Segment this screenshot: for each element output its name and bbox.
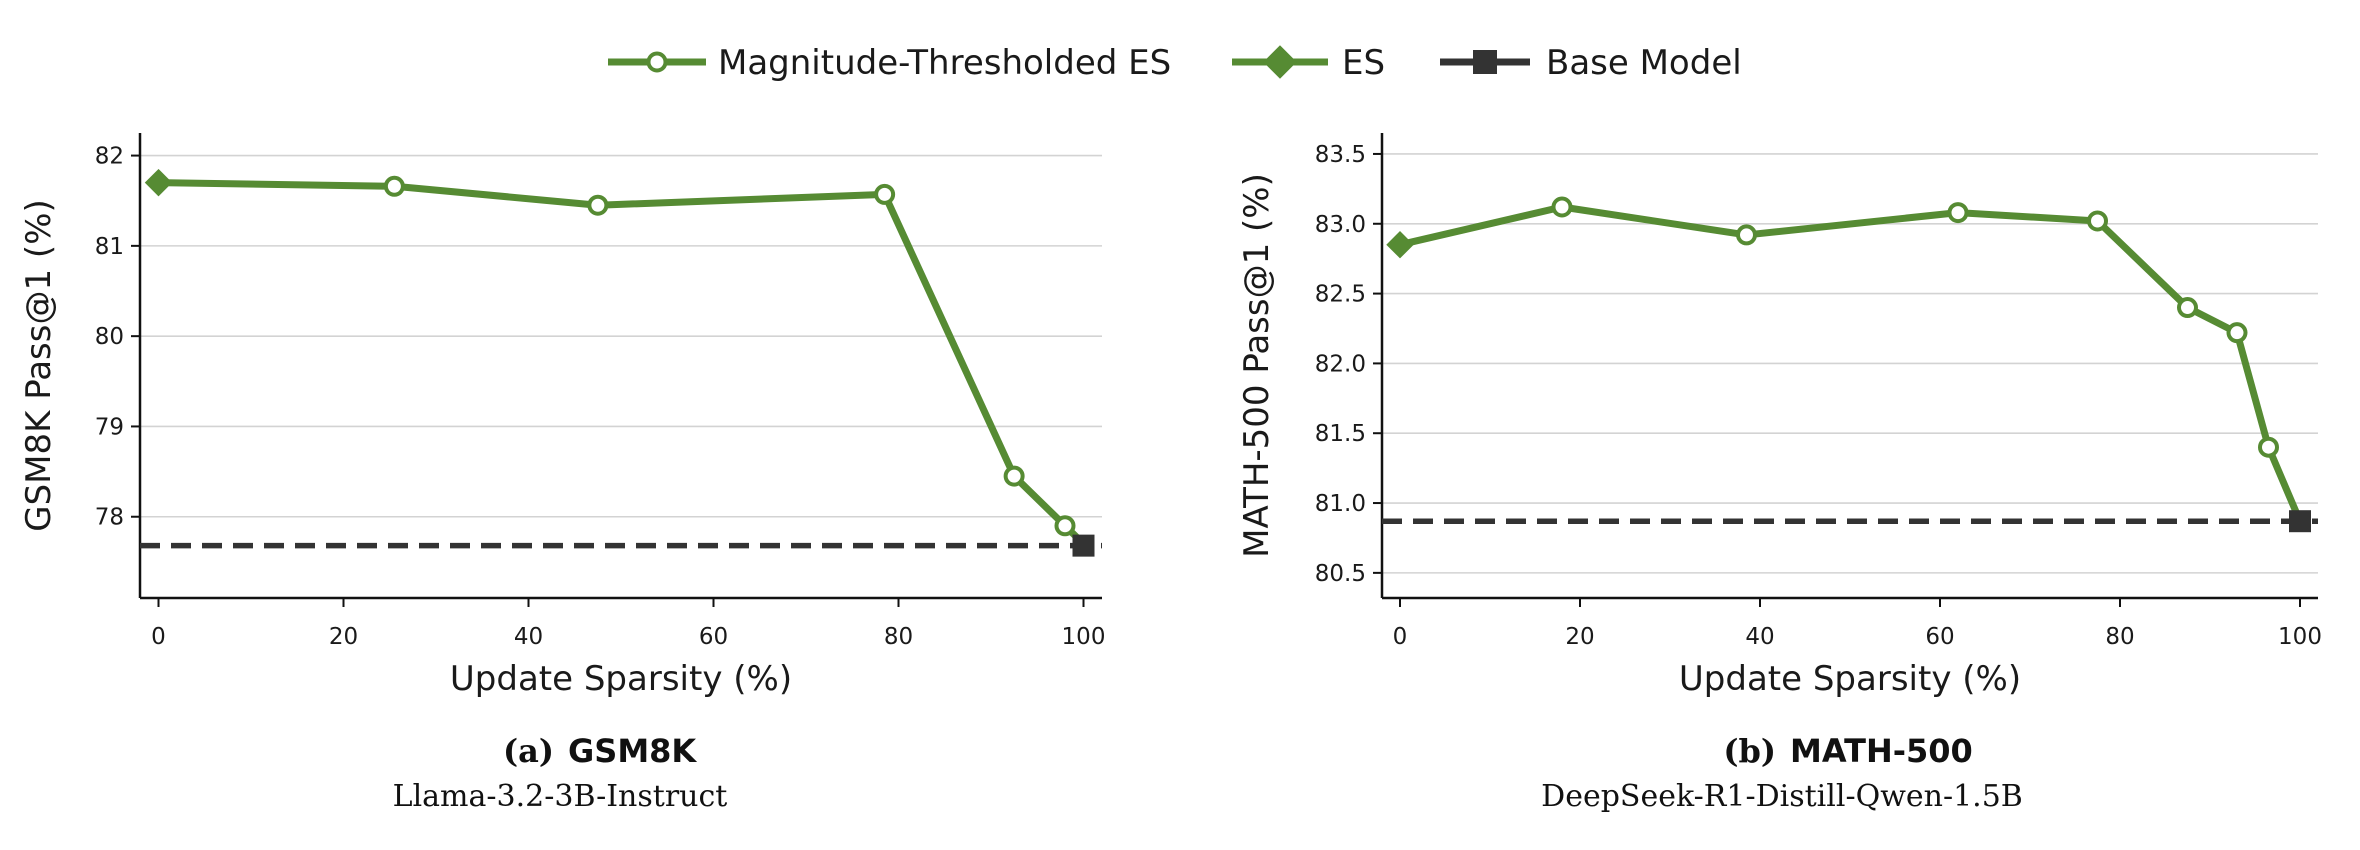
- x-tick-label: 20: [1565, 624, 1594, 650]
- chart-gsm8k: 78 79 80 81 82 0 20 40 60 80 100 Update Sparsity (%…: [19, 133, 1105, 814]
- mt-es-series-line: [158, 179, 1086, 547]
- x-axis-title: Update Sparsity (%): [450, 659, 792, 699]
- y-tick-label: 82.0: [1315, 351, 1366, 377]
- y-axis-title: MATH-500 Pass@1 (%): [1237, 173, 1277, 558]
- y-tick-label: 82.5: [1315, 282, 1366, 308]
- x-tick-label: 40: [514, 624, 543, 650]
- mt-es-point: [1003, 465, 1025, 487]
- y-tick-label: 81.5: [1315, 421, 1366, 447]
- caption-label: (a): [503, 732, 554, 770]
- y-tick-label: 83.5: [1315, 142, 1366, 168]
- mt-es-point: [2226, 322, 2248, 344]
- mt-es-point: [2258, 436, 2279, 458]
- mt-es-point: [1054, 515, 1076, 537]
- y-tick-label: 79: [95, 414, 124, 440]
- x-tick-label: 60: [699, 624, 728, 650]
- es-point: [1386, 231, 1414, 259]
- x-tick-label: 100: [2278, 624, 2322, 650]
- legend-label: ES: [1342, 43, 1385, 83]
- caption: (b) MATH-500 DeepSeek-R1-Distill-Qwen-1.5B: [1541, 732, 2023, 814]
- legend: Magnitude-Thresholded ES ES Base Model: [608, 43, 1742, 83]
- caption-title: GSM8K: [568, 732, 697, 770]
- y-tick-label: 78: [95, 505, 124, 531]
- y-tick-label: 81.0: [1315, 491, 1366, 517]
- caption-title: MATH-500: [1790, 732, 1973, 770]
- x-tick-label: 0: [1393, 624, 1408, 650]
- y-tick-label: 81: [95, 234, 124, 260]
- base-model-point: [2289, 510, 2311, 533]
- legend-item: ES: [1232, 43, 1385, 83]
- es-point: [144, 168, 173, 197]
- x-tick-label: 80: [2105, 624, 2134, 650]
- legend-item: Magnitude-Thresholded ES: [608, 43, 1171, 83]
- y-axis-title: GSM8K Pass@1 (%): [19, 199, 59, 532]
- x-tick-label: 60: [1925, 624, 1954, 650]
- mt-es-point: [1947, 202, 1969, 224]
- mt-es-point: [587, 194, 609, 216]
- x-tick-label: 40: [1745, 624, 1774, 650]
- caption-subtitle: DeepSeek-R1-Distill-Qwen-1.5B: [1541, 779, 2023, 814]
- open-circle-marker-icon: [646, 51, 668, 73]
- mt-es-point: [2177, 297, 2198, 319]
- caption: (a) GSM8K Llama-3.2-3B-Instruct: [393, 732, 728, 814]
- diamond-marker-icon: [1263, 45, 1297, 79]
- y-tick-label: 82: [95, 144, 124, 170]
- x-tick-label: 100: [1062, 624, 1106, 650]
- mt-es-point: [2087, 210, 2108, 232]
- y-tick-label: 80: [95, 324, 124, 350]
- x-axis-title: Update Sparsity (%): [1679, 659, 2021, 699]
- mt-es-point: [383, 175, 405, 197]
- base-model-point: [1072, 534, 1095, 557]
- legend-label: Base Model: [1546, 43, 1742, 83]
- x-tick-label: 0: [151, 624, 166, 650]
- chart-math500: 80.5 81.0 81.5 82.0 82.5 83.0 83.5 0 20 40 60 80 100…: [1237, 133, 2322, 814]
- mt-es-point: [1736, 224, 1757, 246]
- x-tick-label: 80: [884, 624, 913, 650]
- y-tick-label: 83.0: [1315, 212, 1366, 238]
- mt-es-point: [1551, 196, 1573, 218]
- legend-item: Base Model: [1440, 43, 1742, 83]
- caption-label: (b): [1723, 732, 1776, 770]
- y-tick-label: 80.5: [1315, 561, 1366, 587]
- caption-subtitle: Llama-3.2-3B-Instruct: [393, 779, 728, 814]
- square-marker-icon: [1473, 50, 1497, 74]
- mt-es-point: [874, 183, 896, 205]
- x-tick-label: 20: [329, 624, 358, 650]
- legend-label: Magnitude-Thresholded ES: [718, 43, 1171, 83]
